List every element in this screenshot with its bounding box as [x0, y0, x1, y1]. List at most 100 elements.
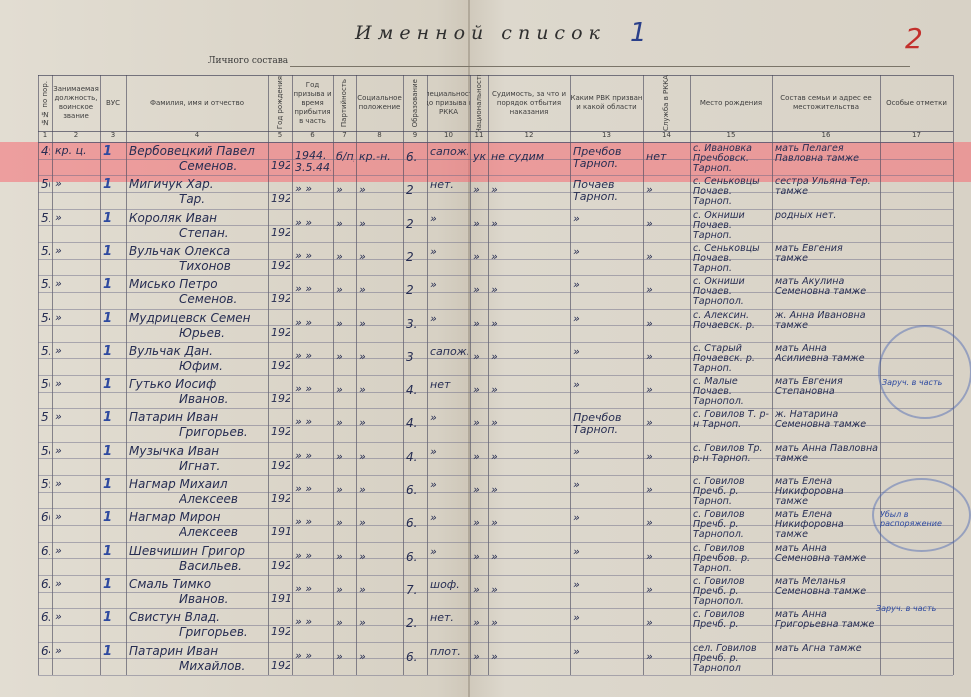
cell-call: » » — [295, 416, 313, 429]
column-number: 14 — [662, 131, 671, 139]
cell-nat: » — [473, 616, 480, 630]
cell-rvk: » — [573, 212, 580, 225]
column-number: 12 — [524, 131, 534, 139]
cell-rvk: Пречбов Тарноп. — [573, 146, 622, 170]
cell-vus: 1 — [103, 443, 113, 459]
cell-court: » — [491, 483, 498, 496]
ruled-line — [38, 442, 953, 443]
cell-birth: с. Окниши Почаев. Тарнопол. — [693, 277, 745, 308]
header-rule — [38, 142, 953, 143]
ruled-line — [38, 225, 953, 226]
cell-call: » » — [295, 349, 313, 362]
cell-name2: Григорьев. — [179, 625, 248, 640]
cell-family: мать Евгения тамже — [775, 243, 843, 264]
cell-edu: 4. — [406, 416, 418, 431]
cell-call: » » — [295, 582, 313, 595]
cell-court: » — [491, 249, 498, 263]
column-rule — [126, 75, 127, 675]
column-rule — [690, 75, 691, 675]
header-label: Специальность до призыва в РККА — [427, 89, 470, 116]
cell-rvk: » — [573, 445, 580, 458]
cell-name1: Нагмар Михаил — [129, 477, 228, 491]
cell-edu: 2 — [406, 283, 414, 298]
header-cell: Партийность — [333, 75, 356, 131]
cell-spec: » — [430, 245, 437, 258]
ruled-line — [38, 542, 953, 543]
cell-birth: с. Говилов Пречб. р. Тарноп. — [693, 477, 745, 507]
cell-nat: » — [473, 316, 480, 330]
cell-rvk: » — [573, 578, 580, 591]
cell-social: » — [359, 216, 366, 230]
cell-name2: Степан. — [179, 225, 229, 240]
cell-party: » — [336, 616, 343, 630]
ruled-line — [38, 342, 953, 343]
cell-no: 63. — [41, 610, 50, 625]
ruled-line — [38, 458, 953, 459]
cell-rvk: Почаев Тарноп. — [573, 179, 619, 204]
cell-year: 1922. — [271, 558, 290, 572]
column-number: 11 — [474, 131, 484, 139]
cell-family: мать Агна тамже — [775, 643, 862, 654]
cell-call: » » — [295, 549, 313, 562]
cell-birth: с. Алексин. Почаевск. р. — [693, 310, 755, 331]
cell-spec: » — [430, 212, 437, 225]
cell-name2: Тихонов — [179, 258, 231, 273]
cell-social: » — [359, 449, 366, 463]
cell-birth: с. Говилов Пречбов. р. Тарноп. — [693, 543, 750, 574]
cell-no: 59. — [41, 477, 50, 491]
ruled-line — [38, 275, 953, 276]
ruled-line — [38, 358, 953, 359]
cell-rank: » — [55, 243, 62, 257]
cell-edu: 6. — [406, 516, 418, 531]
cell-social: » — [359, 616, 366, 630]
cell-birth: сел. Говилов Пречб. р. Тарнопол — [693, 643, 757, 674]
ruled-line — [38, 575, 953, 576]
column-rule — [403, 75, 404, 675]
cell-party: » — [336, 383, 343, 397]
cell-social: » — [359, 416, 366, 430]
ruled-line — [38, 642, 953, 643]
cell-name1: Патарин Иван — [129, 643, 219, 658]
ruled-line — [38, 592, 953, 593]
column-rule — [333, 75, 334, 675]
cell-court: » — [491, 549, 498, 563]
cell-vus: 1 — [103, 410, 113, 426]
page-fold — [468, 0, 470, 697]
cell-party: » — [336, 216, 343, 230]
cell-family: сестра Ульяна Тер. тамже — [775, 177, 871, 198]
cell-name2: Григорьев. — [179, 425, 248, 440]
document-subtitle: Личного состава — [208, 56, 289, 66]
cell-name1: Гутько Иосиф — [129, 377, 217, 392]
cell-court: » — [491, 449, 498, 463]
column-number: 15 — [726, 131, 736, 139]
cell-call: » » — [295, 383, 313, 396]
subtitle-underline — [290, 66, 910, 67]
cell-nat: » — [473, 649, 480, 663]
cell-year: 1918. — [271, 591, 290, 605]
cell-edu: 2 — [406, 216, 414, 231]
cell-service: » — [646, 483, 653, 496]
cell-edu: 4. — [406, 449, 418, 464]
cell-rank: » — [55, 310, 62, 324]
cell-name2: Семенов. — [179, 159, 238, 173]
cell-edu: 6. — [406, 549, 418, 564]
cell-year: 1922. — [271, 658, 290, 672]
cell-social: кр.-н. — [359, 150, 391, 163]
cell-vus: 1 — [103, 177, 113, 193]
cell-nat: » — [473, 383, 480, 397]
cell-party: » — [336, 483, 343, 496]
cell-service: » — [646, 216, 653, 230]
ruled-line — [38, 425, 953, 426]
cell-nat: » — [473, 183, 480, 197]
cell-vus: 1 — [103, 310, 113, 326]
cell-family: мать Елена Никифоровна тамже — [775, 510, 844, 541]
column-rule — [570, 75, 571, 675]
cell-social: » — [359, 316, 366, 330]
header-label: Фамилия, имя и отчество — [149, 98, 244, 107]
cell-rank: » — [55, 377, 62, 391]
cell-rank: кр. ц. — [55, 144, 87, 157]
cell-name1: Мудрицевск Семен — [129, 310, 251, 325]
ruled-line — [38, 408, 953, 409]
cell-spec: » — [430, 412, 437, 425]
cell-social: » — [359, 383, 366, 397]
